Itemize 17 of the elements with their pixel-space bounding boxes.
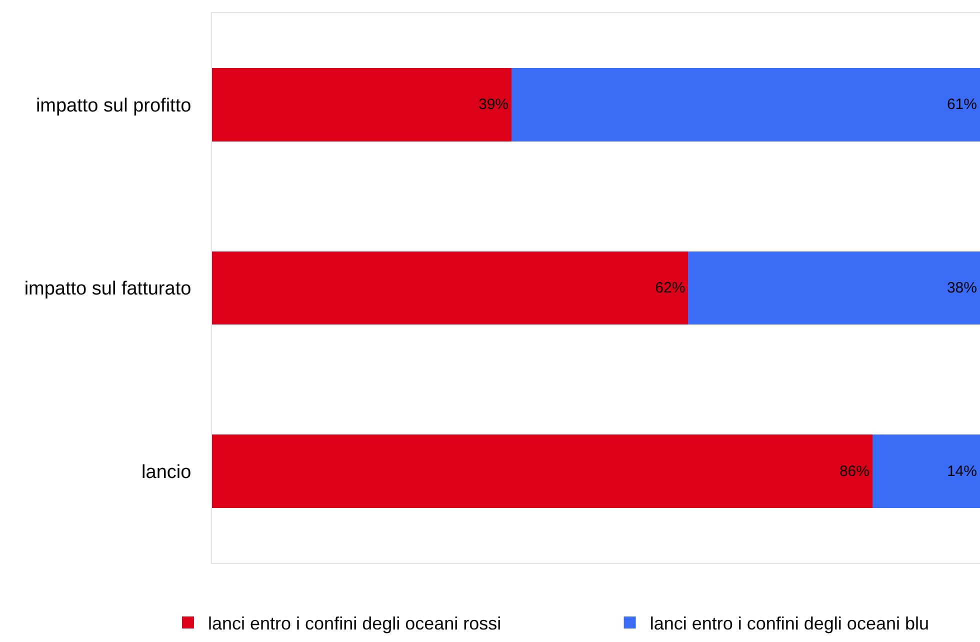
- y-tick-label: lancio: [142, 462, 192, 483]
- legend-label: lanci entro i confini degli oceani rossi: [208, 613, 502, 634]
- bar: [212, 434, 872, 508]
- y-tick-label: impatto sul fatturato: [24, 278, 192, 300]
- data-label: 39%: [478, 96, 509, 114]
- bar: [212, 251, 688, 325]
- data-label: 14%: [946, 462, 977, 480]
- data-label: 62%: [655, 280, 686, 296]
- bar: [212, 68, 512, 142]
- bar: [872, 434, 980, 508]
- data-label: 38%: [946, 280, 977, 296]
- bar: [688, 251, 980, 325]
- legend-label: lanci entro i confini degli oceani blu: [650, 613, 930, 634]
- bar: [512, 68, 980, 142]
- data-label: 86%: [839, 462, 870, 480]
- y-tick-label: impatto sul profitto: [36, 95, 192, 116]
- data-label: 61%: [946, 96, 977, 114]
